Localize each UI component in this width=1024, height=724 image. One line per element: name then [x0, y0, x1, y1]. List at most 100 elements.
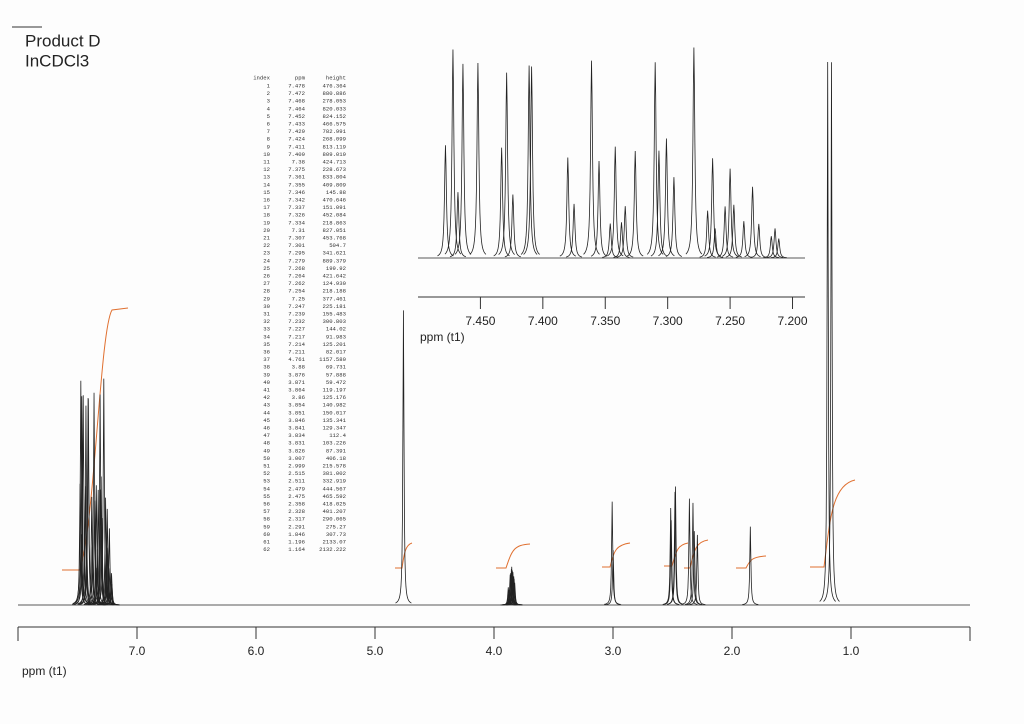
table-cell: 406.18	[326, 455, 346, 462]
peak	[607, 146, 624, 257]
table-cell: 55	[263, 493, 270, 500]
table-cell: 31	[263, 310, 270, 317]
table-cell: 833.804	[323, 174, 347, 181]
table-cell: 476.364	[323, 82, 347, 89]
table-cell: 3.846	[288, 417, 305, 424]
table-cell: 33	[263, 326, 270, 333]
table-header: ppm	[295, 74, 306, 81]
peak	[454, 63, 472, 255]
peak	[72, 380, 89, 604]
table-cell: 145.88	[326, 189, 346, 196]
table-cell: 1.164	[288, 546, 305, 553]
table-cell: 8	[267, 136, 270, 143]
table-cell: 15	[263, 189, 270, 196]
x-tick-label: 7.350	[590, 314, 620, 328]
table-cell: 7.307	[288, 234, 305, 241]
table-cell: 7.355	[288, 181, 305, 188]
table-cell: 4	[267, 105, 271, 112]
table-cell: 150.017	[323, 409, 347, 416]
table-cell: 7.247	[288, 303, 305, 310]
table-cell: 52	[263, 470, 270, 477]
table-cell: 30	[263, 303, 270, 310]
peak	[605, 550, 622, 606]
table-cell: 37	[263, 356, 270, 363]
integral	[496, 543, 531, 569]
table-header: index	[253, 74, 270, 81]
integral	[602, 542, 631, 568]
table-cell: 7.334	[288, 219, 305, 226]
table-cell: 27	[263, 280, 270, 287]
table-cell: 218.863	[323, 219, 347, 226]
table-cell: 32	[263, 318, 270, 325]
table-cell: 50	[263, 455, 270, 462]
peak	[646, 62, 664, 255]
table-cell: 7.326	[288, 212, 305, 219]
table-cell: 7.239	[288, 310, 305, 317]
table-cell: 4.761	[288, 356, 305, 363]
table-cell: 2.511	[288, 478, 305, 485]
table-cell: 7.227	[288, 326, 305, 333]
table-cell: 61	[263, 538, 270, 545]
table-cell: 7.375	[288, 166, 305, 173]
table-cell: 889.379	[323, 257, 347, 264]
table-cell: 57.888	[326, 371, 346, 378]
peak	[716, 206, 734, 258]
table-cell: 62	[263, 546, 270, 553]
table-cell: 7.478	[288, 82, 305, 89]
table-cell: 87.391	[326, 447, 347, 454]
table-cell: 40	[263, 379, 270, 386]
table-cell: 112.4	[329, 432, 346, 439]
peak	[498, 72, 515, 255]
table-cell: 103.226	[323, 440, 347, 447]
table-cell: 7.464	[288, 105, 305, 112]
table-cell: 421.642	[323, 272, 347, 279]
table-cell: 29	[263, 295, 270, 302]
table-cell: 7.217	[288, 333, 305, 340]
table-cell: 7.214	[288, 341, 305, 348]
peak	[617, 206, 634, 258]
peak	[395, 310, 412, 604]
x-tick-label: 7.250	[715, 314, 745, 328]
table-cell: 827.051	[323, 227, 347, 234]
table-cell: 59.472	[326, 379, 346, 386]
peak	[686, 531, 703, 605]
table-cell: 7.342	[288, 196, 305, 203]
table-cell: 46	[263, 424, 270, 431]
x-tick-label: 7.400	[528, 314, 558, 328]
table-cell: 341.621	[323, 250, 347, 257]
table-cell: 7.211	[288, 348, 305, 355]
table-cell: 6	[267, 120, 270, 127]
peak	[819, 62, 836, 602]
table-cell: 16	[263, 196, 270, 203]
table-cell: 7.262	[288, 280, 305, 287]
peak	[523, 66, 540, 255]
table-cell: 10	[263, 151, 270, 158]
table-cell: 7.409	[288, 151, 305, 158]
table-cell: 3	[267, 98, 270, 105]
table-cell: 36	[263, 348, 270, 355]
chart-subtitle: InCDCl3	[25, 51, 89, 70]
x-tick-label: 1.0	[843, 644, 860, 658]
x-tick-label: 5.0	[367, 644, 384, 658]
peak	[744, 186, 761, 258]
table-cell: 53	[263, 478, 270, 485]
table-cell: 1.846	[288, 531, 305, 538]
table-cell: 47	[263, 432, 270, 439]
x-axis-label: ppm (t1)	[420, 330, 465, 344]
x-tick-label: 7.0	[129, 644, 146, 658]
table-cell: 401.207	[323, 508, 347, 515]
table-cell: 125.176	[323, 394, 347, 401]
x-tick-label: 3.0	[605, 644, 622, 658]
peak	[742, 526, 759, 605]
table-cell: 332.919	[323, 478, 347, 485]
peak	[823, 62, 840, 602]
table-cell: 18	[263, 212, 270, 219]
table-cell: 3.834	[288, 432, 305, 439]
peak-table: index ppm height 1 7.478 476.364 2 7.472 880.886…	[253, 74, 346, 553]
table-cell: 409.809	[323, 181, 347, 188]
table-cell: 7.472	[288, 90, 305, 97]
table-cell: 2	[267, 90, 270, 97]
table-cell: 2132.222	[319, 546, 346, 553]
